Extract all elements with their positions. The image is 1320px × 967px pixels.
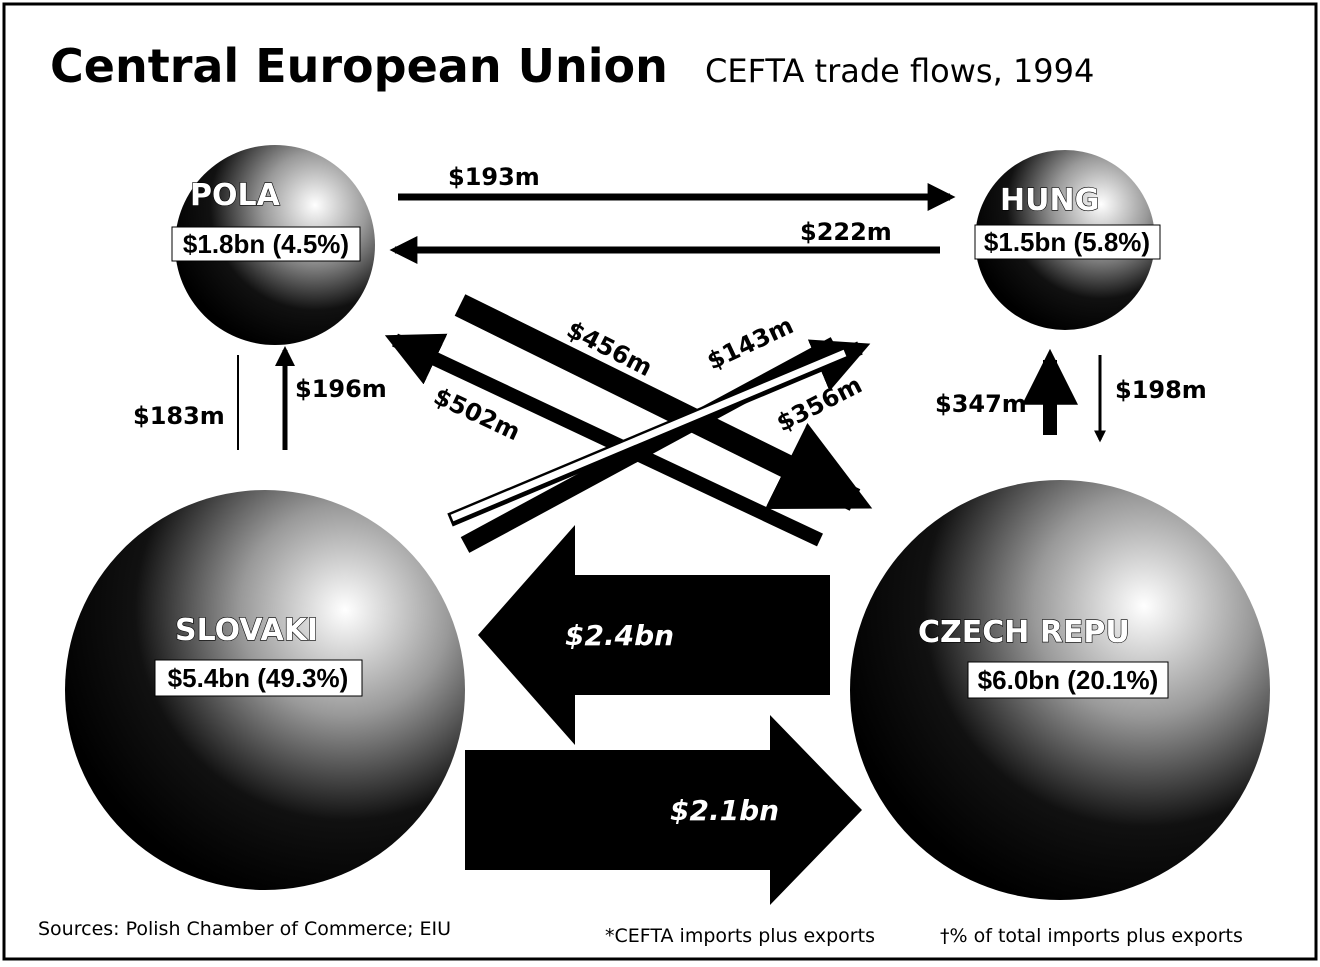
footnote: †% of total imports plus exports xyxy=(940,925,1243,947)
flow-label: $183m xyxy=(133,402,225,430)
flow-label: $2.4bn xyxy=(565,619,674,652)
flow-label: $222m xyxy=(800,218,892,246)
title: Central European Union xyxy=(50,39,668,93)
node-name: CZECH REPU xyxy=(918,615,1130,650)
sources: Sources: Polish Chamber of Commerce; EIU xyxy=(38,918,451,940)
flow-label: $196m xyxy=(295,375,387,403)
flow-label: $198m xyxy=(1115,376,1207,404)
node-label: $6.0bn (20.1%) xyxy=(978,665,1159,695)
footnote: *CEFTA imports plus exports xyxy=(605,925,875,947)
node-name: POLA xyxy=(190,178,281,213)
node-name: HUNG xyxy=(1000,183,1099,218)
node-label: $1.8bn (4.5%) xyxy=(183,229,349,259)
flow-label: $193m xyxy=(448,163,540,191)
diagram: Central European Union CEFTA trade flows… xyxy=(0,0,1320,963)
node-name: SLOVAKI xyxy=(175,613,318,648)
flow-label: $347m xyxy=(935,390,1027,418)
flow-label: $2.1bn xyxy=(670,794,779,827)
subtitle: CEFTA trade flows, 1994 xyxy=(705,52,1094,90)
node-label: $5.4bn (49.3%) xyxy=(168,663,349,693)
node-label: $1.5bn (5.8%) xyxy=(984,227,1150,257)
